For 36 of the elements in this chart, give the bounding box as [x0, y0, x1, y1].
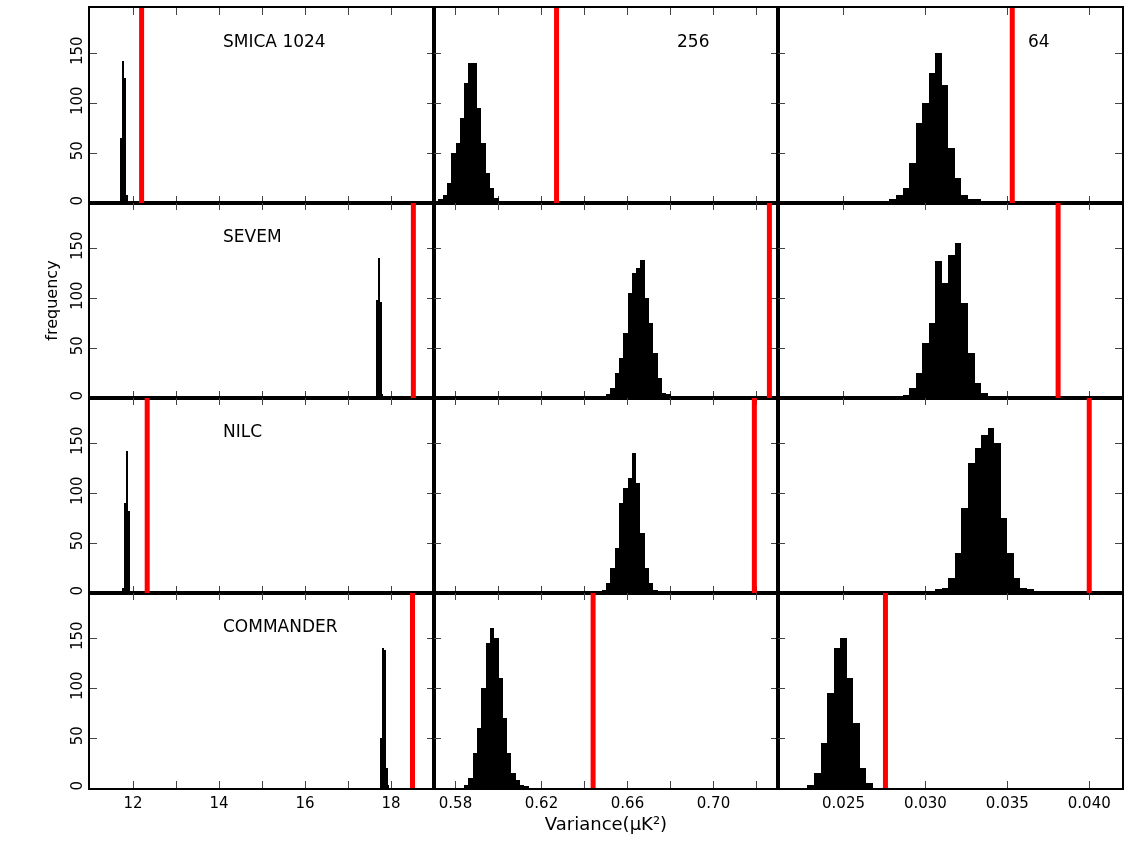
y-tick-label: 50 [68, 336, 86, 356]
y-tick-label: 100 [68, 281, 86, 311]
annotation: COMMANDER [223, 616, 338, 636]
y-axis-title: frequency [42, 260, 62, 341]
y-tick-label: 150 [68, 621, 86, 651]
y-tick-label: 100 [68, 671, 86, 701]
y-tick-label: 100 [68, 476, 86, 506]
annotation: 256 [677, 31, 710, 51]
x-tick-label: 14 [209, 794, 229, 812]
y-tick-label: 0 [68, 390, 86, 401]
x-tick-label: 0.025 [822, 794, 865, 812]
y-tick-label: 50 [68, 531, 86, 551]
x-tick-label: 0.70 [696, 794, 731, 812]
x-tick-label: 18 [381, 794, 401, 812]
y-tick-label: 150 [68, 231, 86, 261]
x-tick-label: 0.040 [1067, 794, 1111, 812]
x-axis-title: Variance(μK²) [544, 812, 668, 834]
y-tick-label: 0 [68, 195, 86, 206]
x-tick-label: 12 [123, 794, 143, 812]
x-tick-label: 0.030 [903, 794, 947, 812]
annotation: SMICA 1024 [223, 31, 326, 51]
annotation: 64 [1028, 31, 1050, 51]
y-tick-label: 100 [68, 86, 86, 116]
x-tick-label: 0.66 [610, 794, 645, 812]
x-tick-label: 0.58 [438, 794, 473, 812]
y-tick-label: 0 [68, 585, 86, 596]
y-tick-label: 50 [68, 141, 86, 161]
x-tick-label: 0.62 [524, 794, 559, 812]
y-tick-label: 50 [68, 726, 86, 746]
x-tick-label: 0.035 [985, 794, 1029, 812]
x-tick-label: 16 [295, 794, 315, 812]
y-tick-label: 150 [68, 36, 86, 66]
annotation: NILC [223, 421, 263, 441]
annotation: SEVEM [223, 226, 282, 246]
y-tick-label: 0 [68, 780, 86, 791]
y-tick-label: 150 [68, 426, 86, 456]
